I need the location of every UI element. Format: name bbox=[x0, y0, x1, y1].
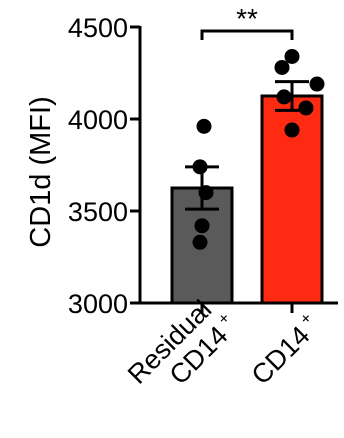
x-tick-label-line: CD14 bbox=[246, 320, 316, 390]
data-point bbox=[196, 118, 212, 134]
data-point bbox=[274, 59, 290, 75]
y-tick-label: 3500 bbox=[68, 197, 128, 227]
data-points bbox=[192, 48, 325, 250]
data-point bbox=[309, 76, 325, 92]
data-point bbox=[284, 48, 300, 64]
y-tick-label: 4000 bbox=[68, 105, 128, 135]
bars bbox=[170, 94, 324, 305]
bracket-line bbox=[200, 29, 294, 40]
data-point bbox=[276, 89, 292, 105]
x-tick-label-superscript: + bbox=[215, 310, 234, 329]
x-tick-label-superscript: + bbox=[297, 310, 316, 329]
y-axis: 3000 3500 4000 4500 bbox=[68, 13, 338, 319]
significance-bracket: ** bbox=[200, 3, 294, 40]
data-point bbox=[194, 218, 210, 234]
y-tick-label: 4500 bbox=[68, 13, 128, 43]
y-tick-label: 3000 bbox=[68, 289, 128, 319]
x-tick-label: CD14+ bbox=[246, 310, 316, 391]
significance-label: ** bbox=[236, 3, 258, 34]
data-point bbox=[284, 122, 300, 138]
data-point bbox=[192, 159, 208, 175]
y-axis-label: CD1d (MFI) bbox=[25, 96, 57, 247]
data-point bbox=[198, 185, 214, 201]
data-point bbox=[298, 100, 314, 116]
data-point bbox=[192, 234, 208, 250]
